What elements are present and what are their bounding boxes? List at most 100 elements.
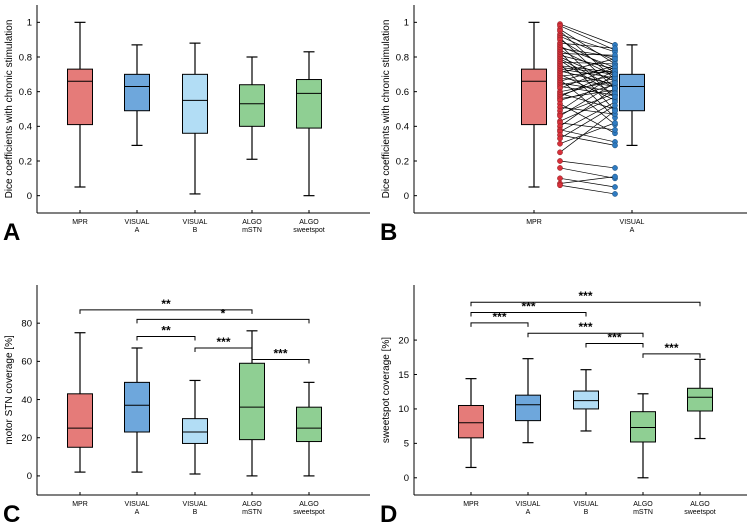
significance-label: *** bbox=[216, 335, 230, 349]
pair-line bbox=[559, 110, 616, 153]
visual-a-point bbox=[612, 107, 618, 114]
box-visual-b bbox=[573, 369, 599, 432]
x-tick-label: VISUAL bbox=[183, 501, 208, 508]
visual-a-point bbox=[612, 191, 618, 197]
x-tick-label-line2: sweetspot bbox=[293, 509, 325, 516]
visual-a-point bbox=[612, 173, 618, 180]
panel-d: D 0 5 10 15 20 sweetspot coverage [%] MPR VISUA… bbox=[380, 285, 747, 524]
box-algo-sweetspot bbox=[296, 381, 322, 477]
panel-a: A 0 0.2 0.4 0.6 0.8 1 Dice coefficients with c… bbox=[3, 5, 370, 246]
visual-a-point bbox=[612, 45, 618, 52]
pair-line bbox=[559, 177, 616, 188]
mpr-point bbox=[557, 140, 563, 147]
x-tick-label: ALGO bbox=[299, 501, 319, 508]
significance-bracket: *** bbox=[251, 346, 310, 364]
pair-line bbox=[559, 70, 616, 98]
x-tick-label: VISUAL bbox=[574, 501, 599, 508]
x-tick-label: MPR bbox=[526, 219, 542, 226]
pair-line bbox=[559, 53, 616, 56]
bracket-line bbox=[585, 343, 644, 348]
box-iqr bbox=[124, 381, 150, 433]
mpr-point bbox=[557, 158, 563, 164]
y-tick-label: 0.2 bbox=[396, 156, 409, 167]
pair-line bbox=[559, 58, 616, 73]
pair-line bbox=[559, 87, 616, 127]
y-tick-label: 0.8 bbox=[19, 52, 32, 63]
x-tick-label: VISUAL bbox=[183, 219, 208, 226]
pair-line bbox=[559, 77, 616, 87]
visual-a-point bbox=[612, 184, 618, 190]
pair-line bbox=[559, 176, 616, 184]
box-mpr bbox=[67, 332, 93, 473]
box-iqr bbox=[619, 73, 645, 112]
bracket-line bbox=[251, 358, 310, 364]
pair-line bbox=[559, 105, 616, 139]
box-visual-b bbox=[182, 379, 208, 475]
x-tick-label-line2: B bbox=[193, 509, 198, 516]
y-tick-label: 20 bbox=[21, 433, 32, 444]
mpr-point bbox=[557, 135, 563, 142]
significance-bracket: *** bbox=[642, 341, 701, 358]
pair-line bbox=[559, 67, 616, 75]
pair-line bbox=[559, 54, 616, 70]
pair-line bbox=[559, 67, 616, 89]
x-tick-label: MPR bbox=[72, 219, 88, 226]
significance-bracket: ** bbox=[136, 324, 196, 341]
pair-line bbox=[559, 167, 616, 179]
bracket-line bbox=[527, 332, 644, 338]
pair-line bbox=[559, 184, 616, 195]
box-iqr bbox=[458, 404, 484, 439]
box-iqr bbox=[630, 411, 656, 443]
box-algo-sweetspot bbox=[296, 51, 322, 197]
box-visual-a bbox=[619, 44, 645, 146]
x-tick-label: ALGO bbox=[690, 501, 710, 508]
pair-line bbox=[559, 93, 616, 110]
x-tick-label: ALGO bbox=[633, 501, 653, 508]
x-tick-label-line2: A bbox=[630, 227, 635, 234]
x-tick-label: MPR bbox=[72, 501, 88, 508]
panel-c: C 0 20 40 60 80 motor STN coverage [%] MPR VISU… bbox=[3, 285, 370, 524]
x-tick-label-line2: mSTN bbox=[633, 509, 653, 516]
box-algo-mstn bbox=[630, 393, 656, 479]
pair-line bbox=[559, 75, 616, 86]
significance-bracket: * bbox=[136, 306, 310, 324]
panel-letter-a: A bbox=[3, 219, 20, 246]
x-tick-label: ALGO bbox=[299, 219, 319, 226]
significance-bracket: ** bbox=[79, 297, 253, 314]
visual-a-point bbox=[612, 165, 618, 171]
mpr-point bbox=[557, 175, 563, 182]
panel-letter-c: C bbox=[3, 501, 20, 524]
x-tick-label-line2: A bbox=[135, 509, 140, 516]
bracket-line bbox=[136, 336, 196, 341]
y-tick-label: 0.4 bbox=[396, 122, 409, 133]
box-algo-sweetspot bbox=[687, 358, 713, 440]
box-algo-mstn bbox=[239, 56, 265, 160]
mpr-point bbox=[557, 113, 563, 119]
pair-line bbox=[559, 23, 616, 46]
significance-label: *** bbox=[273, 346, 287, 360]
y-tick-label: 0.2 bbox=[19, 156, 32, 167]
y-tick-label: 15 bbox=[398, 370, 409, 381]
significance-label: * bbox=[221, 306, 226, 320]
panel-b: B 0 0.2 0.4 0.6 0.8 1 Dice coefficients with c… bbox=[380, 5, 747, 246]
pair-line bbox=[559, 65, 616, 82]
bracket-line bbox=[470, 322, 529, 327]
pair-line bbox=[559, 89, 616, 99]
box-iqr bbox=[515, 394, 541, 422]
y-tick-label: 0 bbox=[404, 473, 409, 484]
significance-bracket: *** bbox=[470, 310, 529, 327]
significance-bracket: *** bbox=[470, 300, 587, 317]
box-iqr bbox=[182, 73, 208, 134]
y-tick-label: 1 bbox=[27, 18, 32, 29]
y-tick-label: 0.6 bbox=[19, 87, 32, 98]
y-axis-label: motor STN coverage [%] bbox=[4, 335, 15, 445]
x-tick-label: MPR bbox=[463, 501, 479, 508]
visual-a-point bbox=[612, 142, 618, 149]
x-tick-label-line2: mSTN bbox=[242, 509, 262, 516]
pair-line bbox=[559, 61, 616, 65]
pair-line bbox=[559, 96, 616, 122]
box-visual-a bbox=[515, 358, 541, 444]
box-iqr bbox=[239, 84, 265, 127]
y-tick-label: 0.6 bbox=[396, 87, 409, 98]
